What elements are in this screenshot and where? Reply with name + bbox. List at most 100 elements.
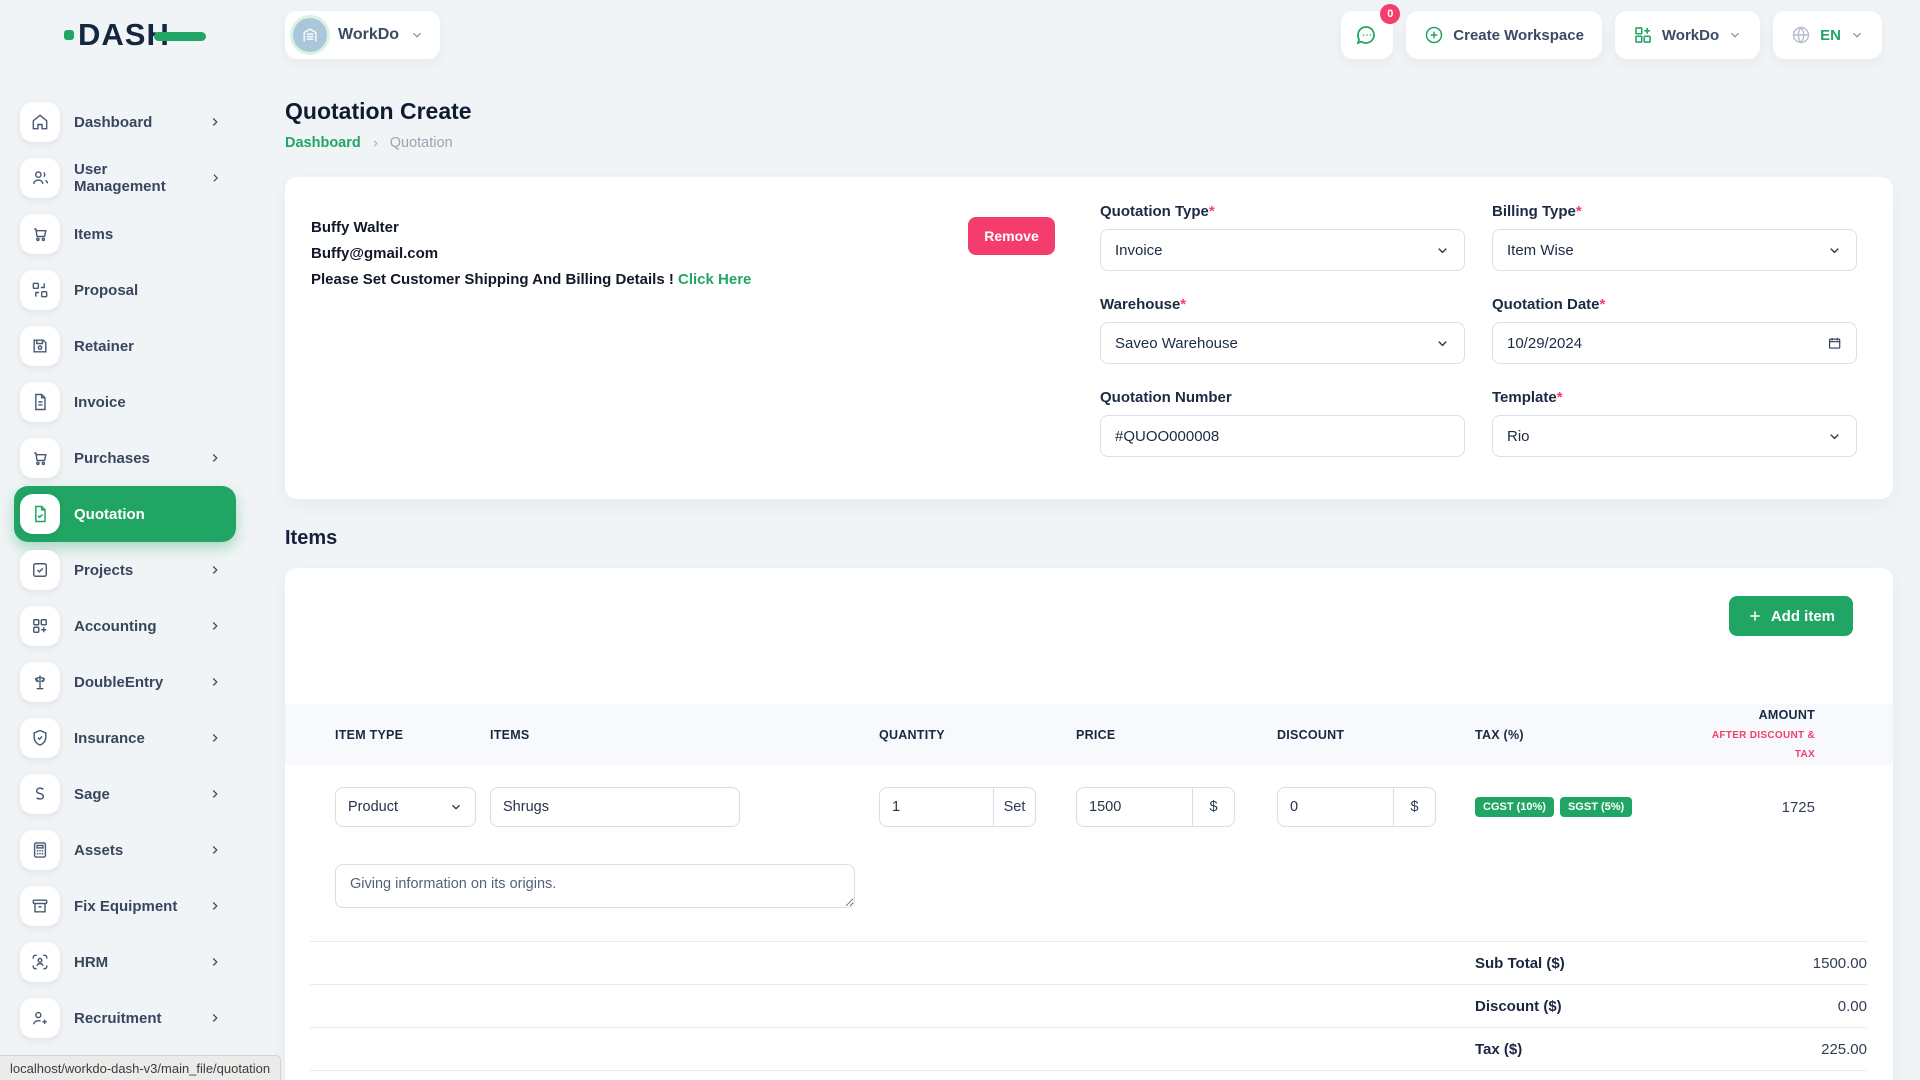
create-workspace-button[interactable]: Create Workspace	[1406, 11, 1602, 59]
warehouse-field: Warehouse* Saveo Warehouse	[1100, 296, 1465, 364]
warehouse-select[interactable]: Saveo Warehouse	[1100, 322, 1465, 364]
globe-icon	[1792, 26, 1810, 44]
quotation-date-input-wrap	[1492, 322, 1857, 364]
chevron-right-icon	[212, 622, 218, 630]
col-amount: AMOUNT AFTER DISCOUNT & TAX	[1711, 708, 1815, 760]
quotation-number-input[interactable]	[1115, 427, 1450, 445]
grid-plus-icon	[20, 606, 60, 646]
price-input[interactable]	[1077, 788, 1192, 826]
quantity-input[interactable]	[880, 788, 993, 826]
discount-input[interactable]	[1278, 788, 1393, 826]
discount-total-value: 0.00	[1837, 997, 1867, 1015]
quotation-number-input-wrap	[1100, 415, 1465, 457]
building-icon	[303, 28, 317, 42]
item-row: Product Set $ $ CGST (10%) SGST (5%)	[285, 765, 1893, 849]
add-item-button[interactable]: Add item	[1728, 596, 1853, 636]
sidebar-item-accounting[interactable]: Accounting	[14, 598, 236, 654]
chevron-down-icon	[1830, 433, 1839, 439]
quantity-group: Set	[879, 787, 1036, 827]
tax-total-value: 225.00	[1821, 1040, 1867, 1058]
home-icon	[20, 102, 60, 142]
user-plus-icon	[20, 998, 60, 1038]
letter-s-icon	[20, 774, 60, 814]
tax-badge-cgst[interactable]: CGST (10%)	[1475, 797, 1554, 817]
sidebar-item-proposal[interactable]: Proposal	[14, 262, 236, 318]
items-table-header: ITEM TYPE ITEMS QUANTITY PRICE DISCOUNT …	[285, 704, 1893, 765]
chat-icon	[1356, 26, 1376, 45]
sidebar-item-purchases[interactable]: Purchases	[14, 430, 236, 486]
chevron-right-icon	[212, 678, 218, 686]
sidebar-item-recruitment[interactable]: Recruitment	[14, 990, 236, 1046]
breadcrumb-current: Quotation	[389, 135, 453, 151]
item-name-input-wrap	[490, 787, 740, 827]
sidebar-item-retainer[interactable]: Retainer	[14, 318, 236, 374]
tax-badge-sgst[interactable]: SGST (5%)	[1559, 797, 1633, 817]
cart-icon	[20, 214, 60, 254]
grid-plus-icon	[1635, 27, 1651, 43]
plus-circle-icon	[1426, 26, 1443, 44]
sidebar-item-user-management[interactable]: User Management	[14, 150, 236, 206]
chevron-right-icon	[212, 566, 218, 574]
quotation-type-select[interactable]: Invoice	[1100, 229, 1465, 271]
sidebar-item-quotation[interactable]: Quotation	[14, 486, 236, 542]
language-selector[interactable]: EN	[1773, 11, 1882, 59]
chevron-down-icon	[1731, 32, 1740, 38]
sidebar-item-dashboard[interactable]: Dashboard	[14, 94, 236, 150]
quotation-date-field: Quotation Date*	[1492, 296, 1857, 364]
item-type-select[interactable]: Product	[335, 787, 476, 827]
sidebar-item-fix-equipment[interactable]: Fix Equipment	[14, 878, 236, 934]
col-quantity: QUANTITY	[879, 727, 945, 742]
workspace-selector[interactable]: WorkDo	[285, 11, 441, 59]
messages-button[interactable]: 0	[1341, 4, 1401, 59]
app-logo[interactable]: DASH	[64, 17, 206, 53]
click-here-link[interactable]: Click Here	[678, 271, 752, 288]
calendar-icon[interactable]	[1827, 335, 1842, 351]
remove-customer-button[interactable]: Remove	[968, 217, 1055, 255]
chevron-down-icon	[1853, 32, 1861, 38]
item-name-input[interactable]	[503, 799, 727, 815]
logo-text: DASH	[78, 17, 170, 52]
sidebar-item-projects[interactable]: Projects	[14, 542, 236, 598]
chevron-right-icon	[212, 118, 218, 126]
main-content: Quotation Create Dashboard Quotation Buf…	[285, 72, 1893, 1080]
calculator-icon	[20, 830, 60, 870]
page-title: Quotation Create	[285, 98, 472, 124]
sidebar-item-invoice[interactable]: Invoice	[14, 374, 236, 430]
item-description-textarea[interactable]: Giving information on its origins.	[335, 864, 855, 908]
logo-bar-icon	[153, 31, 206, 41]
sidebar-item-hrm[interactable]: HRM	[14, 934, 236, 990]
quotation-number-field: Quotation Number	[1100, 389, 1465, 457]
workspace-avatar	[293, 18, 327, 52]
billing-type-select[interactable]: Item Wise	[1492, 229, 1857, 271]
archive-box-icon	[20, 886, 60, 926]
chat-badge: 0	[1380, 4, 1401, 24]
discount-total-row: Discount ($) 0.00	[310, 984, 1867, 1027]
save-icon	[20, 326, 60, 366]
users-icon	[20, 158, 60, 198]
col-tax: TAX (%)	[1475, 727, 1524, 742]
sidebar-item-insurance[interactable]: Insurance	[14, 710, 236, 766]
sidebar-item-sage[interactable]: Sage	[14, 766, 236, 822]
customer-info: Buffy Walter Buffy@gmail.com Please Set …	[311, 215, 751, 293]
quantity-unit: Set	[993, 788, 1035, 826]
sidebar-item-doubleentry[interactable]: DoubleEntry	[14, 654, 236, 710]
col-items: ITEMS	[490, 727, 530, 742]
sidebar-item-items[interactable]: Items	[14, 206, 236, 262]
create-workspace-label: Create Workspace	[1453, 26, 1584, 44]
row-amount: 1725	[1781, 798, 1815, 816]
sidebar-item-assets[interactable]: Assets	[14, 822, 236, 878]
file-check-icon	[20, 494, 60, 534]
topbar: DASH WorkDo 0 Create Workspace	[0, 0, 1920, 72]
workdo-menu-button[interactable]: WorkDo	[1614, 11, 1761, 59]
col-item-type: ITEM TYPE	[335, 727, 404, 742]
subtotal-row: Sub Total ($) 1500.00	[310, 941, 1867, 984]
topbar-actions: 0 Create Workspace WorkDo EN	[1341, 4, 1882, 59]
discount-group: $	[1277, 787, 1436, 827]
sidebar: Dashboard User Management Items Proposal…	[0, 72, 260, 1080]
breadcrumb-dashboard-link[interactable]: Dashboard	[285, 135, 361, 151]
tax-badges: CGST (10%) SGST (5%)	[1475, 797, 1701, 817]
quotation-date-input[interactable]	[1507, 334, 1827, 352]
chevron-right-icon	[212, 734, 218, 742]
quotation-type-field: Quotation Type* Invoice	[1100, 203, 1465, 271]
template-select[interactable]: Rio	[1492, 415, 1857, 457]
